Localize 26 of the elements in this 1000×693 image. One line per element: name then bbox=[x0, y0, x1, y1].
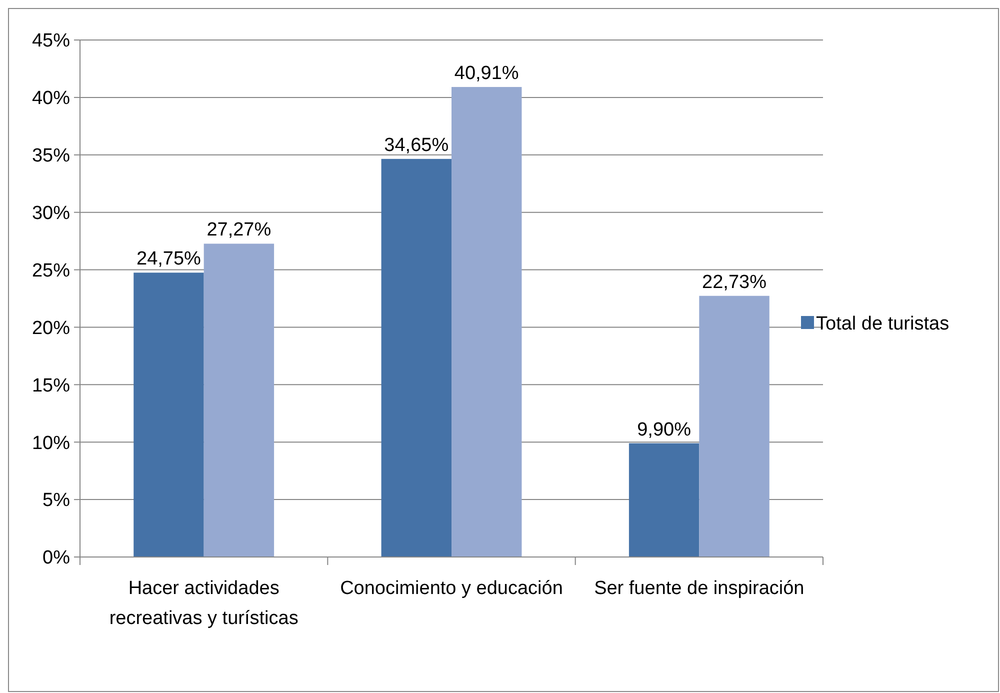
y-tick-label: 30% bbox=[32, 202, 70, 224]
y-tick-label: 25% bbox=[32, 260, 70, 282]
y-tick-label: 10% bbox=[32, 432, 70, 454]
legend-label: Total de turistas bbox=[816, 314, 950, 335]
data-label: 9,90% bbox=[637, 419, 692, 440]
x-tick-label: Hacer actividades recreativas y turísticas bbox=[109, 578, 298, 629]
data-label: 34,65% bbox=[384, 134, 449, 156]
bar bbox=[134, 272, 204, 557]
y-tick-label: 35% bbox=[32, 146, 70, 167]
bar bbox=[452, 86, 522, 557]
x-tick-label: Conocimiento y educación bbox=[340, 578, 563, 599]
x-tick-label: Ser fuente de inspiración bbox=[594, 578, 804, 599]
y-tick-label: 40% bbox=[32, 88, 70, 110]
y-tick-label: 15% bbox=[32, 375, 70, 396]
bar bbox=[381, 158, 452, 557]
data-label: 27,27% bbox=[206, 220, 272, 241]
data-label: 22,73% bbox=[702, 272, 767, 293]
data-label: 40,91% bbox=[454, 62, 519, 84]
y-tick-label: 20% bbox=[32, 318, 70, 339]
y-tick-label: 45% bbox=[32, 30, 70, 52]
y-tick-label: 0% bbox=[42, 548, 70, 569]
bar bbox=[699, 296, 770, 557]
y-tick-label: 5% bbox=[42, 490, 70, 512]
bar bbox=[628, 443, 700, 557]
data-label: 24,75% bbox=[136, 248, 202, 270]
bar bbox=[204, 244, 274, 557]
